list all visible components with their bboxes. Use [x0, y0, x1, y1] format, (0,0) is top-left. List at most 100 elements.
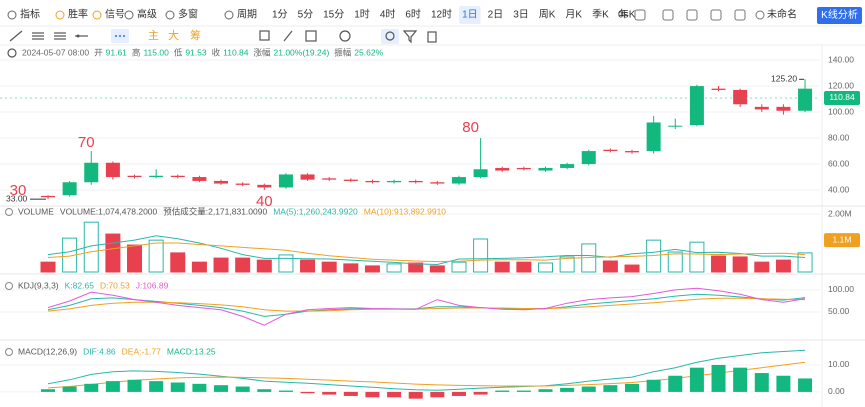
- toolbar-item[interactable]: 胜率: [68, 8, 88, 21]
- macd-bar: [560, 387, 575, 392]
- candle-body: [733, 89, 748, 105]
- candle-body: [495, 167, 510, 171]
- indicator-line: [47, 349, 806, 391]
- period-button[interactable]: 6时: [405, 9, 421, 21]
- y-tick-label: 140.00: [828, 54, 854, 64]
- macd-bar: [689, 367, 704, 392]
- y-tick-label: 0.00: [828, 386, 845, 396]
- series-legend: DIF:4.86: [83, 346, 116, 356]
- macd-bar: [41, 389, 55, 392]
- ray-dot: [76, 34, 80, 38]
- indicator-mode[interactable]: 大: [168, 28, 179, 42]
- toolbar-item[interactable]: 指标: [20, 8, 40, 21]
- macd-bar: [365, 391, 380, 398]
- high-label: 125.20: [771, 74, 797, 84]
- magnet-tool[interactable]: [339, 30, 351, 42]
- ruler-tool[interactable]: [305, 30, 317, 42]
- period-button[interactable]: 12时: [431, 9, 452, 21]
- price-annotation: 40: [256, 193, 273, 210]
- macd-bar: [798, 378, 813, 392]
- candle-body: [387, 180, 402, 183]
- macd-bar: [127, 379, 142, 392]
- toolbar-item[interactable]: 高级: [137, 8, 157, 21]
- drawing-tools: [9, 29, 437, 44]
- delete-tool[interactable]: [427, 31, 437, 43]
- period-button[interactable]: 1日: [462, 10, 478, 21]
- hline-tool[interactable]: [32, 32, 44, 40]
- period-button[interactable]: 15分: [323, 9, 344, 21]
- volume-bar: [105, 233, 121, 273]
- macd-bar: [214, 385, 229, 392]
- pane-legend: 预估成交量:2,171,831.0090: [163, 206, 267, 216]
- toolbar-item[interactable]: 多窗: [178, 8, 198, 21]
- volume-bar: [278, 254, 294, 273]
- candle-body: [668, 125, 683, 127]
- volume-bar: [732, 256, 748, 273]
- channel-tool[interactable]: [54, 32, 66, 40]
- candle-body: [711, 88, 726, 90]
- series-legend: K:82.65: [65, 280, 95, 290]
- macd-bar: [343, 391, 358, 396]
- toolbar-item[interactable]: 周期: [237, 9, 257, 21]
- macd-bar: [581, 386, 596, 392]
- volume-bar: [40, 261, 56, 273]
- y-tick-label: 100.00: [828, 106, 854, 116]
- period-button[interactable]: 季K: [592, 9, 609, 21]
- layout-name[interactable]: 未命名: [767, 8, 797, 21]
- toolbar-icon: [7, 10, 17, 20]
- indicator-mode[interactable]: 筹: [190, 28, 201, 42]
- macd-bar: [625, 383, 640, 392]
- candle-body: [278, 174, 293, 188]
- toolbar-icon[interactable]: [634, 9, 646, 21]
- y-tick-label: 80.00: [828, 132, 850, 142]
- toolbar-item[interactable]: 信号: [105, 9, 125, 21]
- volume-bar: [602, 260, 618, 273]
- candle-body: [235, 183, 250, 185]
- period-button[interactable]: 月K: [565, 9, 582, 21]
- toolbar-icon[interactable]: [734, 9, 746, 21]
- analysis-button-bg[interactable]: [817, 7, 862, 24]
- toolbar-icon[interactable]: [710, 9, 722, 21]
- info-text: 21.00%(19.24): [274, 47, 330, 57]
- macd-bar: [278, 390, 293, 392]
- candle-body: [560, 164, 575, 168]
- macd-bar: [387, 391, 402, 398]
- series-legend: J:106.89: [136, 280, 169, 290]
- info-text: 2024-05-07 08:00: [22, 47, 89, 57]
- analysis-button[interactable]: K线分析: [821, 8, 858, 21]
- line-tool[interactable]: [9, 30, 23, 42]
- more-dots: [115, 35, 125, 37]
- indicator-mode[interactable]: 主: [148, 29, 159, 42]
- period-button[interactable]: 3日: [513, 10, 529, 21]
- candle-body: [170, 175, 185, 178]
- series-legend: MA(10):913,892.9910: [364, 206, 446, 216]
- period-button[interactable]: 1分: [272, 9, 288, 21]
- candle-body: [343, 179, 358, 181]
- period-button[interactable]: 4时: [380, 9, 396, 21]
- lock-tool[interactable]: [381, 29, 399, 44]
- lock-icon: [385, 31, 395, 41]
- period-button[interactable]: 周K: [539, 9, 556, 21]
- toolbar-icon[interactable]: [662, 9, 674, 21]
- collapse-icon[interactable]: [7, 48, 17, 58]
- refresh-timer[interactable]: 0s: [618, 10, 629, 21]
- pen-tool[interactable]: [283, 30, 293, 42]
- period-button[interactable]: 5分: [298, 9, 314, 21]
- candle-body: [581, 151, 596, 165]
- select-tool[interactable]: [259, 30, 270, 41]
- y-tick-label: 40.00: [828, 184, 850, 194]
- toolbar-icon: [55, 10, 65, 20]
- period-button[interactable]: 年K: [619, 8, 636, 21]
- macd-bar: [668, 375, 683, 392]
- period-button[interactable]: 2日: [488, 10, 504, 21]
- candle-body: [84, 162, 99, 183]
- filter-tool[interactable]: [402, 30, 418, 44]
- volume-badge-label: 1.1M: [833, 234, 852, 244]
- toolbar-icon[interactable]: [686, 9, 698, 21]
- toolbar-icon: [124, 10, 134, 20]
- series-legend: MA(5):1,260,243.9920: [273, 206, 358, 216]
- macd-bar: [733, 367, 748, 392]
- period-button[interactable]: 1时: [354, 9, 370, 21]
